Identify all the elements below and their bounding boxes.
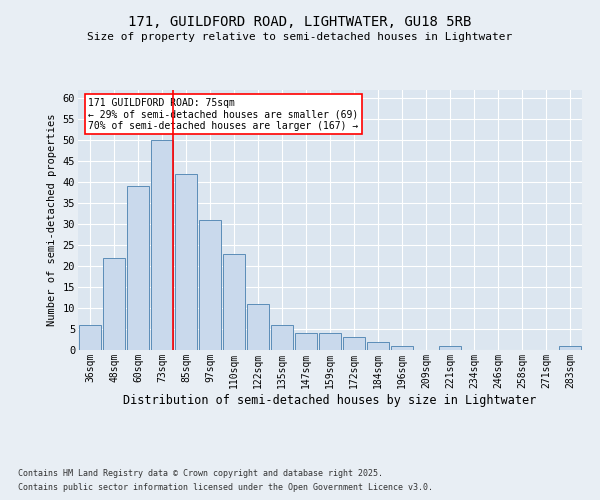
Bar: [151, 140, 173, 350]
Text: Contains public sector information licensed under the Open Government Licence v3: Contains public sector information licen…: [18, 484, 433, 492]
Bar: [439, 346, 461, 350]
Bar: [103, 258, 125, 350]
Text: 171, GUILDFORD ROAD, LIGHTWATER, GU18 5RB: 171, GUILDFORD ROAD, LIGHTWATER, GU18 5R…: [128, 15, 472, 29]
Bar: [559, 346, 581, 350]
Text: Size of property relative to semi-detached houses in Lightwater: Size of property relative to semi-detach…: [88, 32, 512, 42]
Bar: [199, 220, 221, 350]
Bar: [175, 174, 197, 350]
Bar: [295, 333, 317, 350]
X-axis label: Distribution of semi-detached houses by size in Lightwater: Distribution of semi-detached houses by …: [124, 394, 536, 406]
Bar: [367, 342, 389, 350]
Text: Contains HM Land Registry data © Crown copyright and database right 2025.: Contains HM Land Registry data © Crown c…: [18, 468, 383, 477]
Text: 171 GUILDFORD ROAD: 75sqm
← 29% of semi-detached houses are smaller (69)
70% of : 171 GUILDFORD ROAD: 75sqm ← 29% of semi-…: [88, 98, 358, 131]
Bar: [223, 254, 245, 350]
Y-axis label: Number of semi-detached properties: Number of semi-detached properties: [47, 114, 57, 326]
Bar: [319, 333, 341, 350]
Bar: [343, 338, 365, 350]
Bar: [79, 325, 101, 350]
Bar: [247, 304, 269, 350]
Bar: [127, 186, 149, 350]
Bar: [391, 346, 413, 350]
Bar: [271, 325, 293, 350]
